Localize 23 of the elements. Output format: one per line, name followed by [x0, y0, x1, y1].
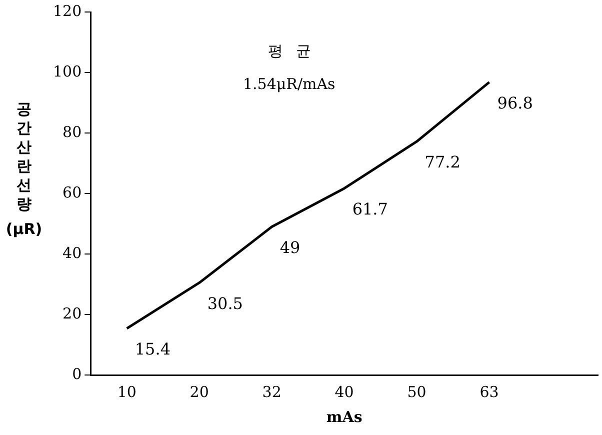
data-label: 61.7 — [352, 200, 388, 219]
data-label: 49 — [280, 238, 300, 257]
data-label: 15.4 — [134, 340, 170, 359]
data-label: 30.5 — [207, 294, 243, 313]
x-tick-label: 32 — [262, 382, 282, 401]
data-label: 77.2 — [424, 152, 460, 172]
y-tick-label: 0 — [72, 364, 82, 383]
annotation: 1.54μR/mAs — [243, 75, 336, 93]
y-tick-label: 100 — [52, 62, 82, 80]
data-label: 96.8 — [497, 93, 533, 112]
x-tick-label: 50 — [407, 382, 426, 401]
x-axis-title: mAs — [326, 408, 362, 426]
annotation: 평 균 — [268, 42, 315, 61]
x-tick-label: 20 — [190, 382, 209, 401]
y-tick-label: 120 — [52, 2, 82, 20]
x-tick-label: 40 — [334, 382, 354, 401]
y-tick-label: 60 — [62, 183, 82, 202]
x-tick-label: 63 — [480, 382, 499, 401]
y-tick-label: 20 — [62, 304, 82, 322]
y-tick-label: 80 — [62, 122, 82, 141]
x-tick-label: 10 — [117, 382, 136, 401]
y-tick-label: 40 — [62, 244, 82, 262]
y-axis-title: 공간산란선량 (μR) — [4, 100, 44, 238]
